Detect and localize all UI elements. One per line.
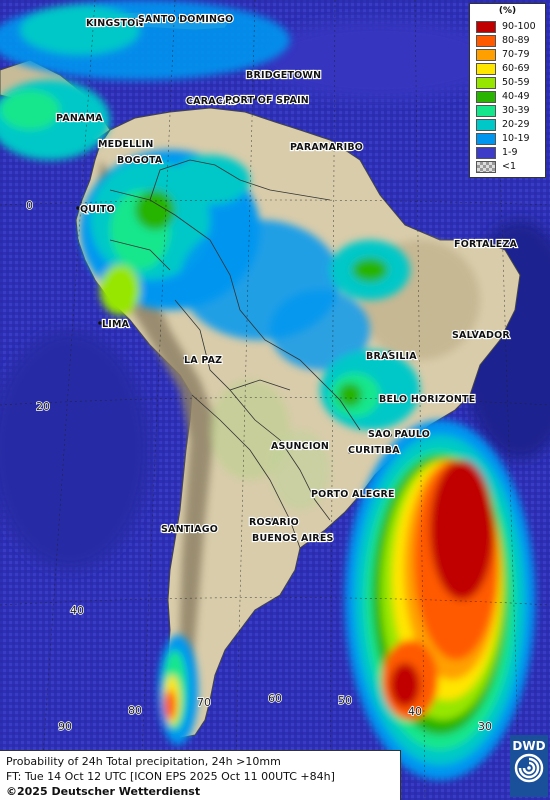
legend-label: <1 xyxy=(502,161,517,172)
legend-entry: 70-79 xyxy=(476,48,530,61)
legend-label: 30-39 xyxy=(502,105,530,116)
lon-label-30: 30 xyxy=(478,720,492,733)
precipitation-field xyxy=(0,0,420,745)
city-label-caracas: CARACAS xyxy=(186,96,238,107)
legend-swatch xyxy=(476,76,496,89)
legend-entry: 80-89 xyxy=(476,34,530,47)
city-label-bridgetown: BRIDGETOWN xyxy=(246,70,321,81)
lat-label-20: 20 xyxy=(36,400,50,413)
legend-swatch xyxy=(476,20,496,33)
lon-label-70: 70 xyxy=(197,696,211,709)
city-label-asuncion: ASUNCION xyxy=(271,441,329,452)
legend-entry: 1-9 xyxy=(476,146,518,159)
city-label-porto-alegre: PORTO ALEGRE xyxy=(311,489,395,500)
lon-label-90: 90 xyxy=(58,720,72,733)
city-label-rosario: ROSARIO xyxy=(249,517,299,528)
country-borders xyxy=(109,159,361,549)
legend-swatch xyxy=(476,160,496,173)
lon-label-50: 50 xyxy=(338,694,352,707)
forecast-time: FT: Tue 14 Oct 12 UTC [ICON EPS 2025 Oct… xyxy=(6,770,335,783)
legend-swatch xyxy=(476,34,496,47)
city-markers xyxy=(76,16,502,539)
city-label-medellin: MEDELLIN xyxy=(98,139,154,150)
legend-entry: 50-59 xyxy=(476,76,530,89)
city-label-sao-paulo: SAO PAULO xyxy=(368,429,430,440)
legend-entry: <1 xyxy=(476,160,516,173)
legend-swatch xyxy=(476,104,496,117)
city-label-port-of-spain: PORT OF SPAIN xyxy=(225,95,309,106)
city-label-buenos-aires: BUENOS AIRES xyxy=(252,533,334,544)
city-label-kingston: KINGSTON xyxy=(86,18,144,29)
dwd-logo: DWD xyxy=(510,735,548,797)
legend-entry: 90-100 xyxy=(476,20,536,33)
city-label-santiago: SANTIAGO xyxy=(161,524,218,535)
legend-entry: 10-19 xyxy=(476,132,530,145)
city-label-bogota: BOGOTA xyxy=(117,155,163,166)
city-label-santo-domingo: SANTO DOMINGO xyxy=(138,14,233,25)
lon-label-60: 60 xyxy=(268,692,282,705)
legend-swatch xyxy=(476,62,496,75)
legend-entry: 30-39 xyxy=(476,104,530,117)
city-label-belo-horizonte: BELO HORIZONTE xyxy=(379,394,475,405)
dwd-logo-text: DWD xyxy=(512,739,546,753)
legend-unit: (%) xyxy=(498,6,517,16)
info-box: Probability of 24h Total precipitation, … xyxy=(0,750,401,800)
legend-swatch xyxy=(476,118,496,131)
dwd-swirl-icon xyxy=(514,753,544,783)
lon-label-80: 80 xyxy=(128,704,142,717)
legend-label: 20-29 xyxy=(502,119,530,130)
legend-label: 40-49 xyxy=(502,91,530,102)
city-label-lima: LIMA xyxy=(102,319,130,330)
city-label-fortaleza: FORTALEZA xyxy=(454,239,518,250)
lon-label-40: 40 xyxy=(408,705,422,718)
legend-label: 90-100 xyxy=(502,21,536,32)
legend-entry: 40-49 xyxy=(476,90,530,103)
legend-label: 80-89 xyxy=(502,35,530,46)
legend-label: 10-19 xyxy=(502,133,530,144)
legend-entry: 20-29 xyxy=(476,118,530,131)
legend-swatch xyxy=(476,90,496,103)
city-label-salvador: SALVADOR xyxy=(452,330,510,341)
legend-label: 60-69 xyxy=(502,63,530,74)
city-label-quito: QUITO xyxy=(80,204,115,215)
legend-swatch xyxy=(476,132,496,145)
legend-swatch xyxy=(476,48,496,61)
lat-label-0: 0 xyxy=(26,199,33,212)
lat-label-40: 40 xyxy=(70,604,84,617)
legend-label: 70-79 xyxy=(502,49,530,60)
city-label-curitiba: CURITIBA xyxy=(348,445,400,456)
legend-entry: 60-69 xyxy=(476,62,530,75)
legend: (%) 90-100 80-89 70-79 60-69 50-59 40-49 30-39… xyxy=(469,3,546,178)
city-label-la-paz: LA PAZ xyxy=(184,355,222,366)
copyright: ©2025 Deutscher Wetterdienst xyxy=(6,785,201,798)
city-label-brasilia: BRASILIA xyxy=(366,351,417,362)
legend-label: 50-59 xyxy=(502,77,530,88)
legend-label: 1-9 xyxy=(502,147,518,158)
product-title: Probability of 24h Total precipitation, … xyxy=(6,755,281,768)
legend-swatch xyxy=(476,146,496,159)
city-label-paramaribo: PARAMARIBO xyxy=(290,142,363,153)
city-label-panama: PANAMA xyxy=(56,113,103,124)
